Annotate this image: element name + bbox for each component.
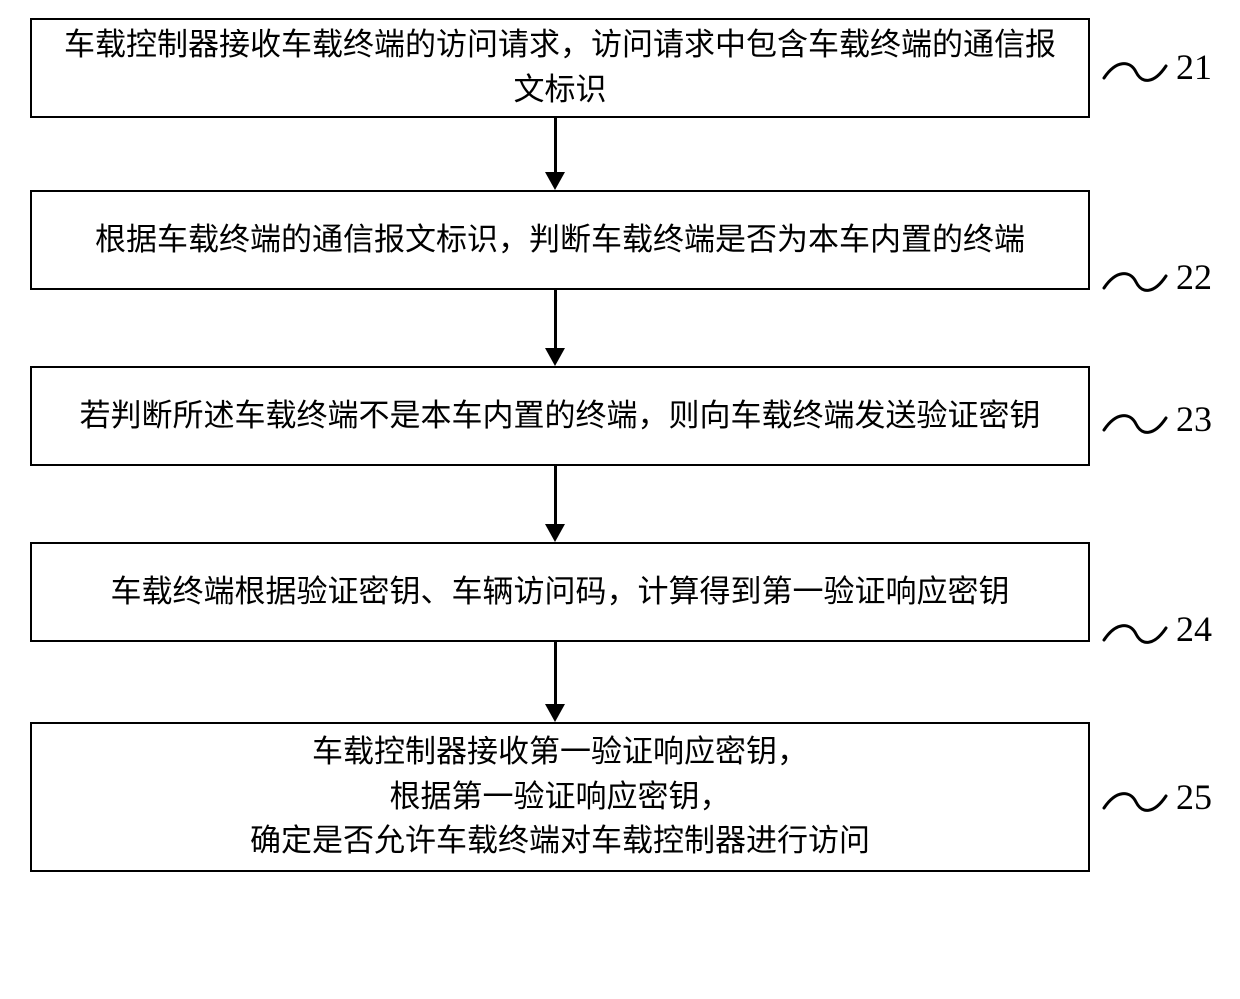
flow-step-21: 车载控制器接收车载终端的访问请求，访问请求中包含车载终端的通信报文标识: [30, 18, 1090, 118]
flow-step-22: 根据车载终端的通信报文标识，判断车载终端是否为本车内置的终端: [30, 190, 1090, 290]
flow-step-text: 车载终端根据验证密钥、车辆访问码，计算得到第一验证响应密钥: [111, 570, 1010, 615]
flow-arrow: [554, 642, 557, 706]
flow-arrow: [554, 290, 557, 350]
flow-arrow-head: [545, 704, 565, 722]
flow-step-label-21: 21: [1176, 46, 1212, 88]
flow-step-label-25: 25: [1176, 776, 1212, 818]
flow-arrow-head: [545, 524, 565, 542]
flow-step-text: 车载控制器接收车载终端的访问请求，访问请求中包含车载终端的通信报文标识: [52, 23, 1068, 113]
flow-arrow-head: [545, 348, 565, 366]
flow-arrow-head: [545, 172, 565, 190]
flow-arrow: [554, 466, 557, 526]
flowchart-canvas: 车载控制器接收车载终端的访问请求，访问请求中包含车载终端的通信报文标识 21 根据车…: [0, 0, 1240, 999]
flow-arrow: [554, 118, 557, 174]
flow-step-23: 若判断所述车载终端不是本车内置的终端，则向车载终端发送验证密钥: [30, 366, 1090, 466]
flow-step-text: 车载控制器接收第一验证响应密钥， 根据第一验证响应密钥， 确定是否允许车载终端对…: [250, 730, 870, 865]
flow-step-24: 车载终端根据验证密钥、车辆访问码，计算得到第一验证响应密钥: [30, 542, 1090, 642]
flow-step-label-22: 22: [1176, 256, 1212, 298]
flow-step-label-23: 23: [1176, 398, 1212, 440]
flow-step-text: 根据车载终端的通信报文标识，判断车载终端是否为本车内置的终端: [95, 218, 1025, 263]
flow-step-label-24: 24: [1176, 608, 1212, 650]
flow-step-25: 车载控制器接收第一验证响应密钥， 根据第一验证响应密钥， 确定是否允许车载终端对…: [30, 722, 1090, 872]
flow-step-text: 若判断所述车载终端不是本车内置的终端，则向车载终端发送验证密钥: [80, 394, 1041, 439]
